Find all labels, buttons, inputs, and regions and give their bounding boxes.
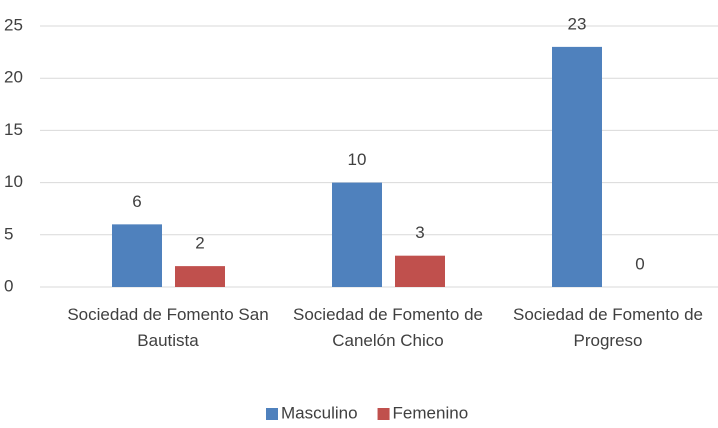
legend-swatch [377, 408, 390, 420]
data-label: 23 [568, 14, 587, 33]
bar [552, 46, 602, 287]
legend-label: Masculino [281, 403, 358, 422]
data-label: 2 [195, 234, 204, 253]
data-label: 0 [635, 254, 644, 273]
x-tick-label: Sociedad de Fomento de Canelón Chico [293, 305, 483, 350]
legend-swatch [266, 408, 278, 420]
x-tick-label: Sociedad de Fomento de Progreso [513, 305, 703, 350]
y-tick-label: 0 [4, 276, 13, 295]
y-tick-label: 20 [4, 68, 23, 87]
legend-label: Femenino [393, 403, 469, 422]
y-tick-label: 5 [4, 224, 13, 243]
bar [112, 224, 162, 287]
data-label: 6 [132, 192, 141, 211]
data-label: 10 [348, 150, 367, 169]
data-label: 3 [415, 223, 424, 242]
x-tick-label: Sociedad de Fomento San Bautista [67, 305, 269, 350]
bar [332, 182, 382, 287]
bar [175, 266, 225, 287]
bar [395, 255, 445, 287]
y-tick-label: 15 [4, 120, 23, 139]
y-tick-label: 25 [4, 15, 23, 34]
y-tick-label: 10 [4, 172, 23, 191]
